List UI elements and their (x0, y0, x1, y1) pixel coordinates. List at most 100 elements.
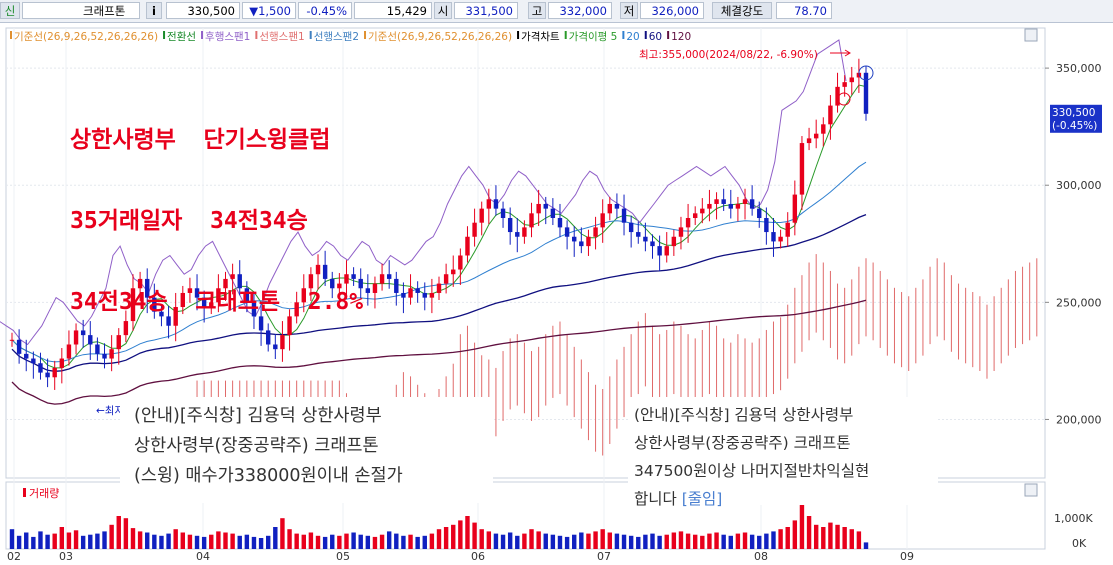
volume-bar (116, 516, 121, 549)
candle (251, 302, 257, 317)
legend-entry[interactable]: 기준선(26,9,26,52,26,26,26) (14, 31, 158, 43)
legend-entry[interactable]: 기준선(26,9,26,52,26,26,26) (368, 31, 512, 43)
x-tick-label: 05 (336, 550, 350, 563)
high-price-annotation: 최고:355,000(2024/08/22, -6.90%) (639, 49, 818, 61)
volume-bar (315, 535, 321, 549)
volume-bar (593, 531, 598, 549)
signal-circle-icon (837, 92, 851, 106)
notice-popup-left[interactable]: (안내)[주식창] 김용덕 상한사령부 상한사령부(장중공략주) 크래프톤 (스… (120, 397, 493, 503)
panel-menu-icon (1024, 483, 1038, 497)
notice-popup-right[interactable]: (안내)[주식창] 김용덕 상한사령부 상한사령부(장중공략주) 크래프톤 34… (628, 397, 938, 508)
high-circle-icon (858, 65, 874, 81)
volume-bar (9, 529, 15, 549)
volume-bar (657, 535, 662, 549)
candle (500, 208, 506, 219)
candle (337, 283, 342, 289)
strength-label: 체결강도 (712, 2, 772, 19)
candle (863, 72, 869, 114)
candle (522, 227, 527, 237)
y-tick-label: 250,000 (1056, 296, 1102, 309)
legend-entry[interactable]: 가격이평 5 (569, 30, 618, 43)
volume-bar (821, 527, 826, 549)
volume-bar (273, 527, 278, 549)
promo-overlay: 상한사령부 단기스윙클럽 35거래일자 34전34승 34전34승 크래프톤 2… (70, 73, 363, 343)
legend-entry[interactable]: 선행스팬1 (259, 31, 304, 43)
volume-bar (102, 531, 107, 549)
volume-bar (429, 533, 435, 549)
candle (728, 203, 733, 209)
volume-bar (308, 532, 314, 549)
volume-bar (856, 531, 862, 549)
candle (166, 316, 171, 326)
candle (230, 274, 235, 279)
stock-name-field[interactable]: 크래프톤 (22, 2, 140, 19)
collapse-link[interactable]: [줄임] (681, 490, 723, 508)
notice-line: (안내)[주식창] 김용덕 상한사령부 (634, 406, 854, 424)
volume-bar (301, 534, 306, 549)
volume-bar (507, 532, 513, 549)
candle (258, 316, 264, 331)
legend-entry[interactable]: 120 (671, 31, 691, 43)
volume-bar (194, 535, 200, 549)
volume-label: 거래량 (29, 487, 59, 500)
candle (451, 269, 456, 275)
legend-entry[interactable]: 전환선 (167, 31, 196, 43)
candle (472, 222, 477, 237)
legend-entry[interactable]: 60 (649, 31, 662, 43)
candle (95, 344, 100, 354)
x-tick-label: 02 (7, 550, 21, 563)
volume-bar (59, 527, 65, 549)
candle (73, 330, 79, 345)
candle (209, 302, 214, 308)
badge-price: 330,500 (1052, 107, 1095, 119)
candle (664, 246, 669, 256)
volume-bar (493, 533, 499, 549)
volume-bar (536, 531, 541, 549)
candle (700, 208, 705, 214)
candle (543, 203, 548, 209)
candle (621, 208, 627, 223)
low-price: 326,000 (640, 2, 704, 19)
volume-bar (166, 533, 171, 549)
volume-bar (472, 522, 477, 549)
volume-bar (586, 533, 591, 549)
execution-strength: 78.70 (776, 2, 832, 19)
candle (493, 199, 499, 209)
promo-line: 34전34승 크래프톤 2.8% (70, 289, 364, 315)
market-icon[interactable]: 신 (0, 2, 20, 19)
volume-bar (95, 533, 100, 549)
volume-bar (351, 532, 356, 549)
candle (806, 138, 812, 144)
volume-bar (436, 529, 442, 549)
volume-bar (785, 527, 790, 549)
legend-entry[interactable]: 가격차트 (521, 30, 560, 43)
volume-bar (294, 533, 299, 549)
candle (671, 236, 677, 247)
legend-entry[interactable]: 후행스팬1 (205, 31, 250, 43)
lagging-span-line (0, 39, 847, 346)
candle (80, 330, 86, 336)
volume-bar (529, 529, 534, 549)
candle (650, 241, 655, 247)
volume-bar (664, 534, 669, 549)
notice-line: 합니다 (634, 490, 677, 508)
volume-bar (216, 531, 221, 549)
candle (38, 363, 43, 373)
legend-entry[interactable]: 선행스팬2 (314, 31, 359, 43)
notice-line: 347500원이상 나머지절반차익실현 (634, 462, 870, 480)
info-button[interactable]: i (146, 2, 162, 19)
candles (9, 58, 869, 390)
volume-bar (643, 534, 648, 549)
candle (678, 227, 684, 237)
high-price: 332,000 (548, 2, 612, 19)
candle (849, 77, 854, 83)
volume-bar (550, 534, 556, 549)
volume-bar (152, 534, 157, 549)
volume-bar (607, 532, 613, 549)
candle (9, 339, 15, 341)
volume-bar (692, 534, 698, 549)
volume-bar (123, 518, 129, 549)
volume-bar (365, 535, 371, 549)
volume-bar (209, 534, 214, 549)
legend-entry[interactable]: 20 (626, 31, 639, 43)
